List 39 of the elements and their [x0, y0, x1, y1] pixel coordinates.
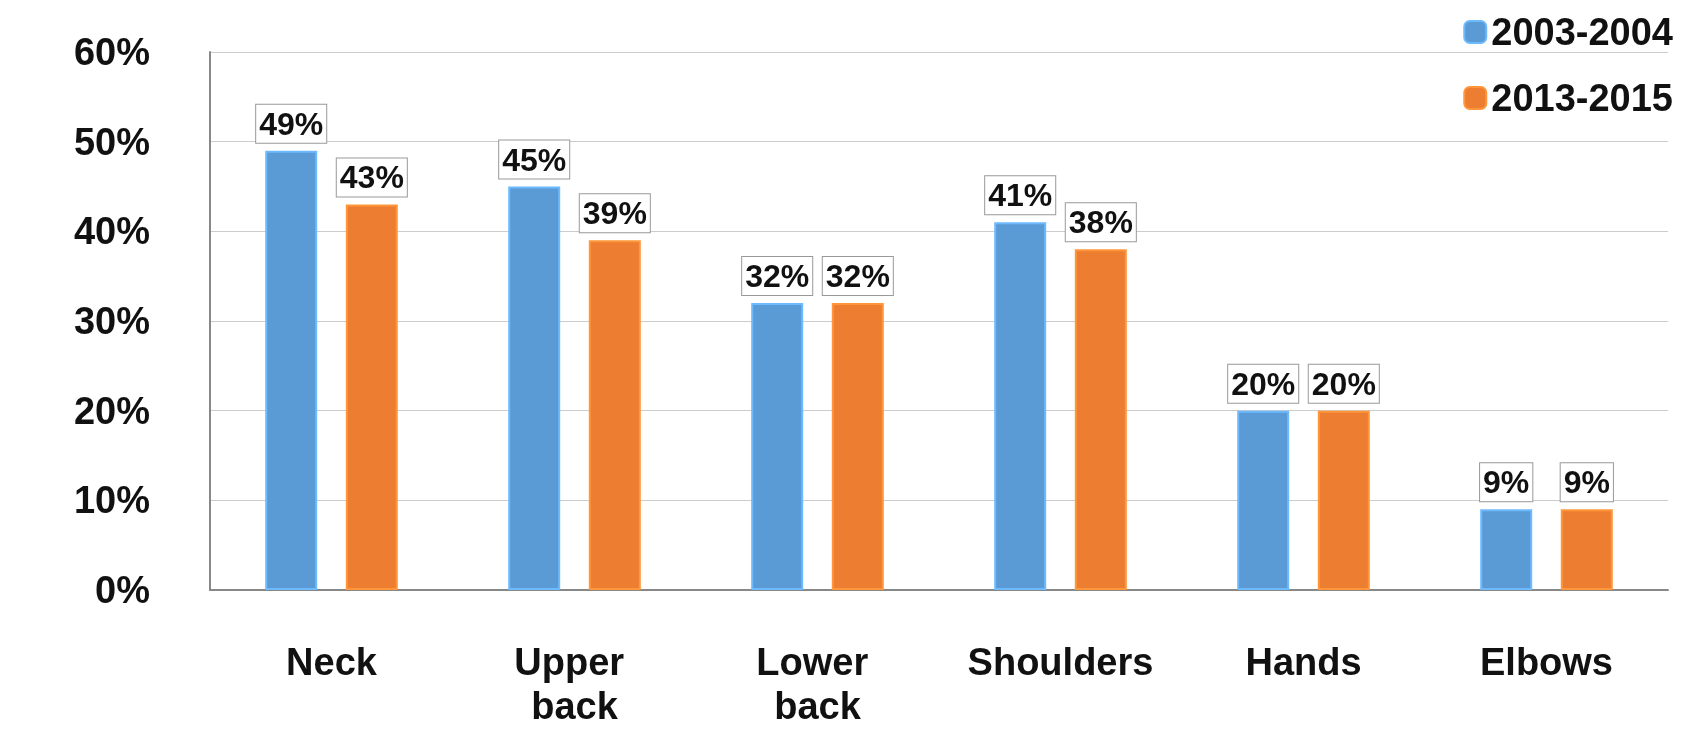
y-tick-label: 30% — [73, 300, 150, 342]
data-label: 20% — [1311, 365, 1376, 402]
data-label: 32% — [825, 258, 890, 295]
data-label: 20% — [1231, 365, 1296, 402]
data-label: 38% — [1068, 204, 1133, 241]
bar — [751, 303, 804, 590]
y-tick-label: 20% — [73, 389, 150, 432]
bar — [1560, 509, 1613, 590]
y-tick-label: 0% — [95, 569, 150, 611]
y-tick-label: 50% — [73, 120, 150, 163]
data-label: 9% — [1563, 464, 1610, 501]
x-tick-label: Hands — [1245, 641, 1362, 683]
bar — [265, 150, 318, 590]
bar — [1480, 509, 1533, 590]
data-label: 39% — [582, 195, 647, 232]
x-tick-label: Upper back — [514, 641, 635, 727]
bar — [588, 240, 641, 590]
bar — [1237, 410, 1290, 590]
bar — [508, 186, 561, 590]
data-label: 32% — [745, 258, 810, 295]
data-label: 45% — [502, 141, 567, 178]
legend-label: 2003-2004 — [1491, 11, 1674, 53]
x-tick-label: Elbows — [1479, 641, 1614, 683]
y-tick-label: 60% — [73, 31, 150, 73]
data-label: 41% — [988, 177, 1053, 214]
y-tick-label: 10% — [73, 479, 150, 522]
data-label: 49% — [259, 105, 324, 142]
bar — [345, 204, 398, 590]
data-label: 9% — [1483, 464, 1530, 501]
legend-label: 2013-2015 — [1491, 77, 1674, 119]
y-tick-label: 40% — [73, 210, 150, 253]
x-tick-label: Lower back — [756, 641, 879, 727]
bar — [1317, 410, 1370, 590]
x-tick-label: Shoulders — [967, 641, 1154, 683]
bar — [831, 303, 884, 590]
data-label: 43% — [339, 159, 404, 196]
bar — [1074, 249, 1127, 590]
bar — [994, 222, 1047, 590]
x-tick-label: Neck — [286, 641, 378, 683]
